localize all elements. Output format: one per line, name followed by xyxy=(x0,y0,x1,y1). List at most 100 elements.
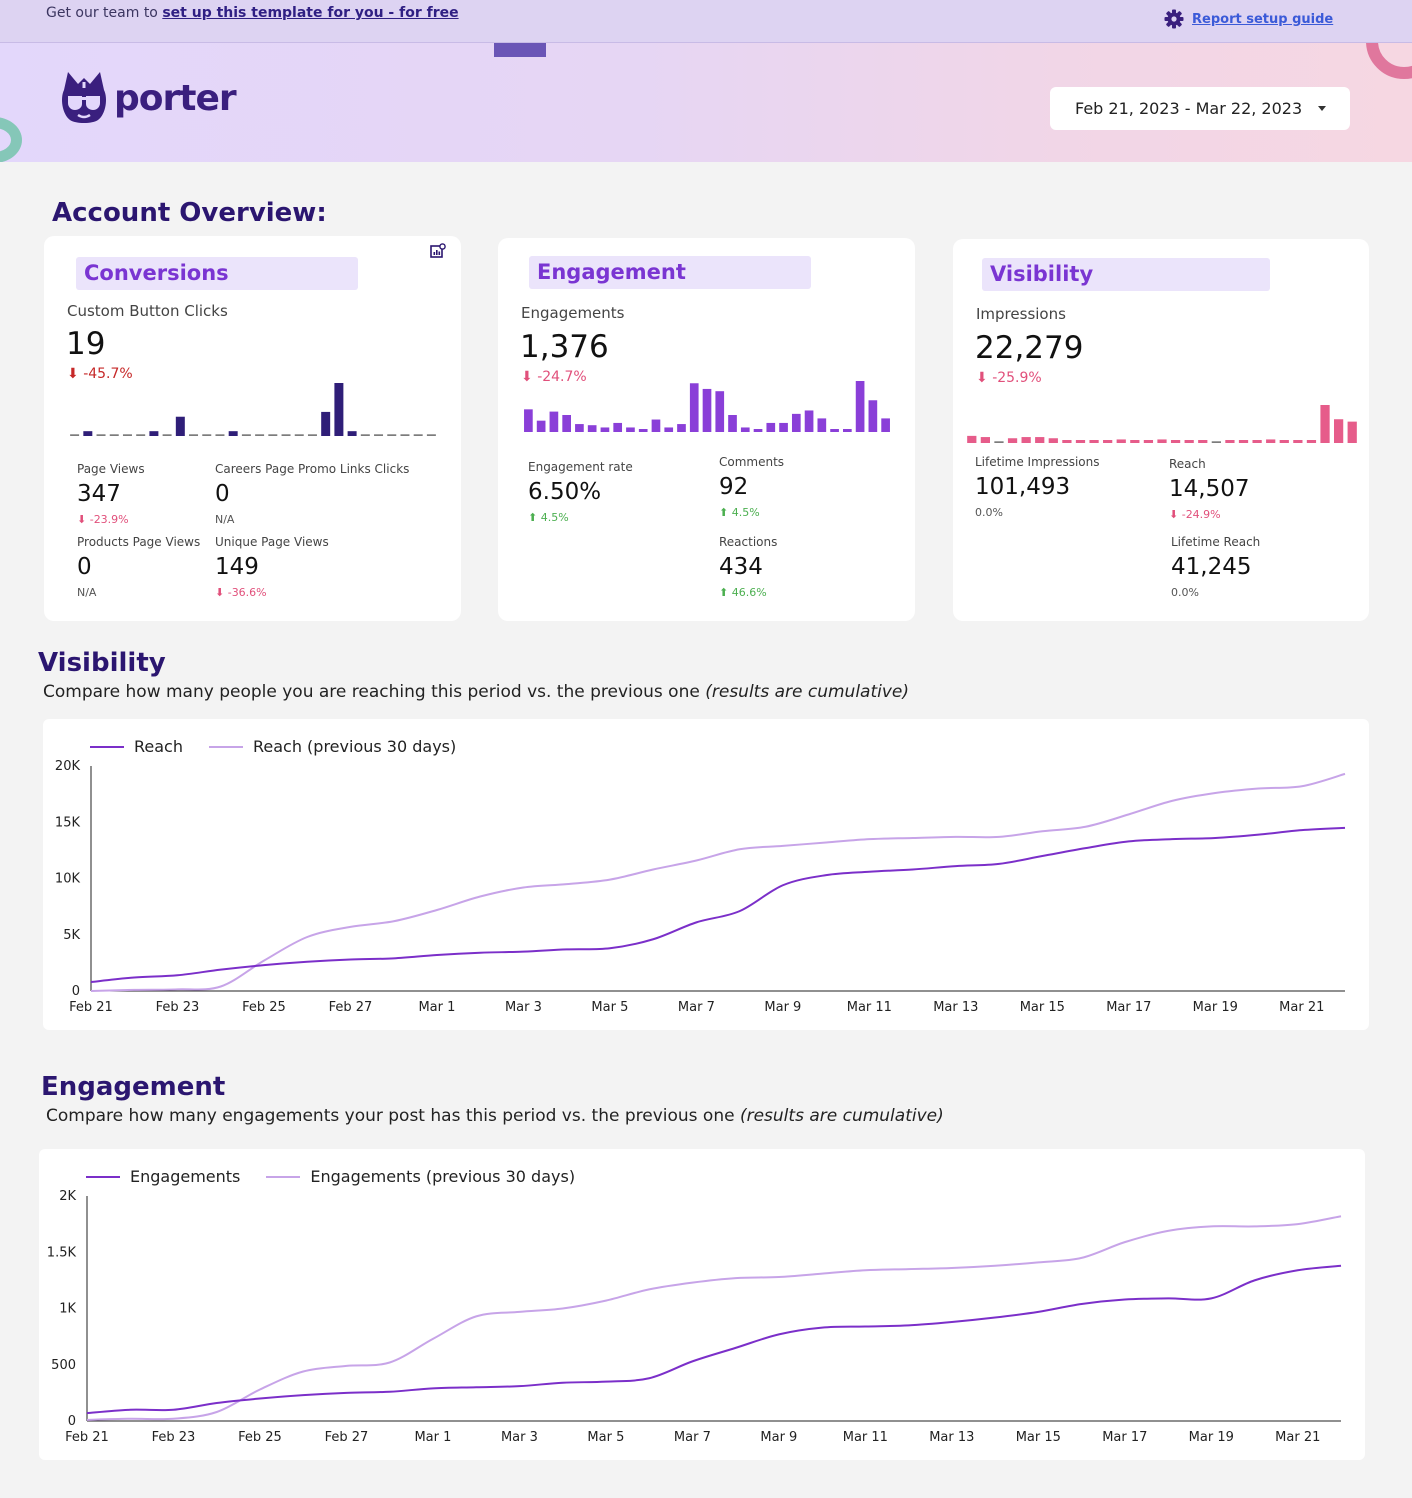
date-range-picker[interactable]: Feb 21, 2023 - Mar 22, 2023 xyxy=(1050,87,1350,130)
conversions-sparkline xyxy=(70,383,436,436)
subtitle-emphasis: (results are cumulative) xyxy=(739,1106,944,1126)
y-tick-label: 1.5K xyxy=(47,1245,77,1260)
spark-bar xyxy=(791,413,801,432)
report-setup-guide-link[interactable]: Report setup guide xyxy=(1192,11,1334,27)
x-tick-label: Mar 11 xyxy=(847,1000,892,1015)
metric-label: Reach xyxy=(1169,457,1206,471)
account-overview-title: Account Overview: xyxy=(52,198,327,228)
spark-bar xyxy=(1293,440,1303,443)
spark-bar xyxy=(1021,437,1031,443)
legend-swatch xyxy=(208,745,243,748)
spark-bar xyxy=(967,435,977,443)
kpi-value: 1,376 xyxy=(520,329,609,365)
subtitle-emphasis: (results are cumulative) xyxy=(705,682,910,702)
spark-bar xyxy=(613,422,623,432)
visibility-card: Visibility Impressions 22,279 ⬇ -25.9% L… xyxy=(953,239,1369,621)
spark-bar xyxy=(1225,440,1235,443)
metric-delta-value: 46.6% xyxy=(731,586,767,599)
report-setup-guide[interactable]: Report setup guide xyxy=(1164,9,1333,29)
kpi-delta-value: -45.7% xyxy=(83,366,133,382)
conversions-card: Conversions Custom Button Clicks 19 ⬇ -4… xyxy=(44,236,461,621)
x-tick-label: Feb 27 xyxy=(325,1430,369,1445)
spark-bar xyxy=(1184,440,1194,443)
subtitle-text: Compare how many engagements your post h… xyxy=(46,1106,740,1126)
spark-bar xyxy=(334,383,344,436)
spark-bar xyxy=(689,383,699,432)
metric-delta-value: -24.9% xyxy=(1181,508,1221,521)
chevron-down-icon xyxy=(1318,106,1326,111)
legend-label: Engagements (previous 30 days) xyxy=(310,1167,576,1186)
spark-bar xyxy=(830,429,839,432)
x-tick-label: Mar 1 xyxy=(414,1430,451,1445)
spark-bar xyxy=(1035,437,1045,443)
top-banner: Get our team to set up this template for… xyxy=(0,0,1412,43)
banner-text: Get our team to set up this template for… xyxy=(46,5,459,21)
legend-label: Reach xyxy=(134,737,183,756)
legend-label: Engagements xyxy=(130,1167,241,1186)
spark-bar xyxy=(677,424,686,432)
spark-bar xyxy=(321,411,331,436)
metric-delta: ⬆ 4.5% xyxy=(528,511,569,524)
x-tick-label: Mar 17 xyxy=(1102,1430,1147,1445)
spark-bar xyxy=(868,400,878,432)
spark-zero-mark xyxy=(189,434,199,436)
kpi-delta-value: -25.9% xyxy=(992,370,1042,386)
spark-bar xyxy=(536,420,546,432)
date-range-value: Feb 21, 2023 - Mar 22, 2023 xyxy=(1075,99,1303,118)
x-tick-label: Mar 21 xyxy=(1275,1430,1320,1445)
spark-bar xyxy=(980,437,990,443)
spark-bar xyxy=(1334,419,1344,443)
x-tick-label: Feb 25 xyxy=(242,1000,286,1015)
spark-bar xyxy=(766,422,776,432)
spark-zero-mark xyxy=(426,434,436,436)
metric-label: Comments xyxy=(719,455,785,469)
spark-bar xyxy=(1143,440,1154,443)
engagement-section-title: Engagement xyxy=(41,1072,226,1102)
spark-bar xyxy=(1306,440,1317,443)
spark-zero-mark xyxy=(413,434,423,436)
x-tick-label: Feb 23 xyxy=(156,1000,200,1015)
metric-value: 149 xyxy=(215,554,259,580)
spark-zero-mark xyxy=(387,434,397,436)
spark-bar xyxy=(1252,440,1262,443)
spark-zero-mark xyxy=(136,434,146,436)
metric-label: Page Views xyxy=(77,462,145,476)
metric-label: Products Page Views xyxy=(77,535,201,549)
kpi-delta: ⬇ -24.7% xyxy=(521,369,587,385)
metric-delta-value: -36.6% xyxy=(227,586,267,599)
spark-bar xyxy=(549,411,559,432)
arrow-down-icon: ⬇ xyxy=(67,366,79,382)
spark-bar xyxy=(626,427,635,432)
reach-line-chart: 0 5K 10K 15K 20K Feb 21 Feb 23 Feb 25 Feb 27 Mar … xyxy=(55,759,1346,1015)
metric-delta: ⬆ 4.5% xyxy=(719,506,760,519)
spark-bar xyxy=(1075,440,1086,443)
x-tick-label: Feb 27 xyxy=(329,1000,373,1015)
spark-bar xyxy=(587,425,597,432)
engagement-sparkline xyxy=(524,381,890,432)
series-line xyxy=(86,1264,1342,1415)
spark-bar xyxy=(638,429,648,432)
arrow-down-icon: ⬇ xyxy=(215,586,228,599)
spark-bar xyxy=(855,381,865,432)
spark-bar xyxy=(149,431,159,436)
spark-bar xyxy=(715,391,725,432)
spark-bar xyxy=(347,431,357,436)
spark-bar xyxy=(664,427,674,432)
spark-bar xyxy=(740,427,750,432)
spark-bar xyxy=(1116,439,1126,443)
metric-value: 0 xyxy=(215,481,230,507)
setup-template-link[interactable]: set up this template for you - for free xyxy=(162,5,459,21)
kpi-value: 22,279 xyxy=(975,330,1084,366)
chart-options-icon[interactable] xyxy=(430,243,446,259)
metric-value: 0 xyxy=(77,554,92,580)
spark-bar xyxy=(817,418,827,432)
cat-mascot-icon xyxy=(62,72,106,123)
arrow-down-icon: ⬇ xyxy=(1169,508,1182,521)
metric-label: Unique Page Views xyxy=(215,535,329,549)
spark-zero-mark xyxy=(70,434,80,436)
series-line xyxy=(90,826,1346,983)
arrow-down-icon: ⬇ xyxy=(976,370,988,386)
spark-zero-mark xyxy=(294,434,304,436)
spark-zero-mark xyxy=(96,434,106,436)
visibility-sparkline xyxy=(967,405,1357,443)
